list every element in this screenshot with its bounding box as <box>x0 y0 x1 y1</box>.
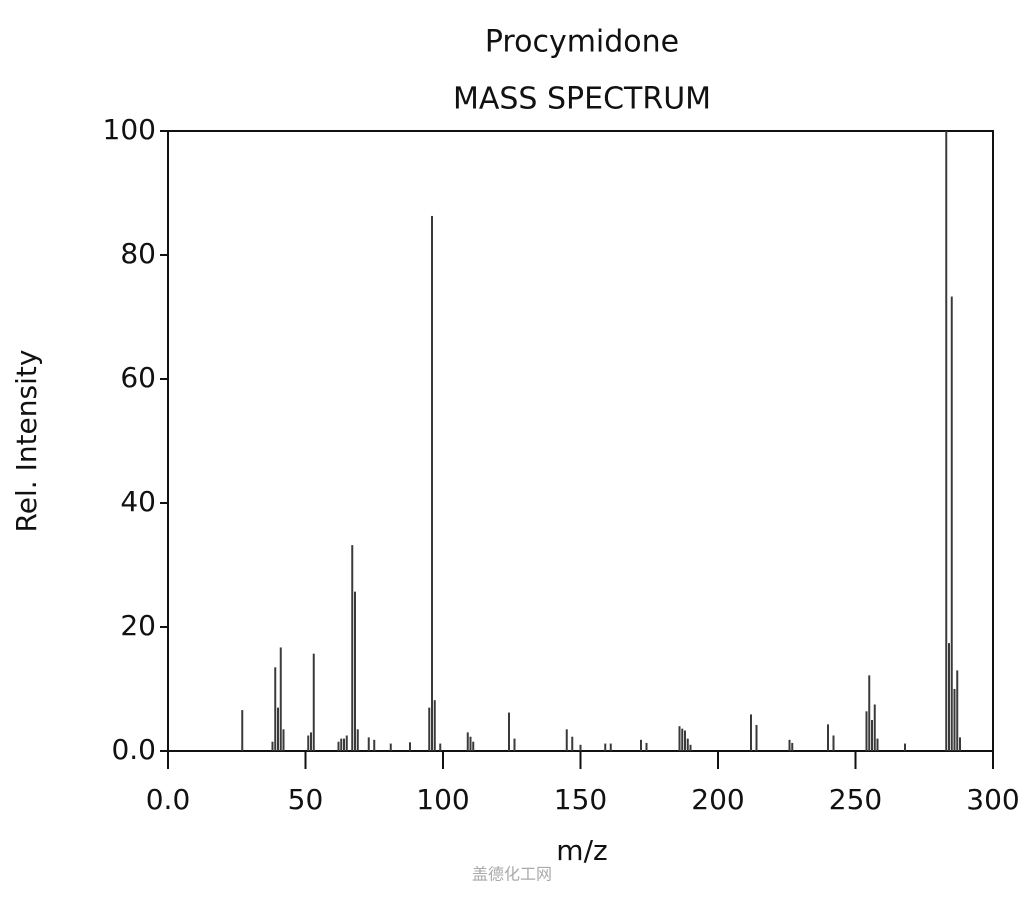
x-tick-label: 0.0 <box>146 783 191 816</box>
y-axis-label: Rel. Intensity <box>10 350 43 533</box>
peak <box>827 724 829 751</box>
peak <box>640 739 642 751</box>
peak <box>953 689 956 751</box>
peak <box>472 741 475 751</box>
peak <box>678 726 681 751</box>
peak <box>868 675 871 751</box>
peak <box>865 711 868 751</box>
x-tick-label: 200 <box>691 783 744 816</box>
peak <box>367 737 370 751</box>
watermark: 盖德化工网 <box>472 865 552 884</box>
peak <box>904 743 906 751</box>
peak <box>439 743 442 751</box>
peak <box>788 739 791 751</box>
peak <box>609 743 612 751</box>
y-tick-label: 40 <box>120 485 156 518</box>
peak <box>431 215 433 751</box>
peak <box>750 714 752 751</box>
chart-subtitle: MASS SPECTRUM <box>453 82 711 117</box>
peak <box>832 735 835 751</box>
peak <box>513 738 516 751</box>
peak <box>279 647 282 751</box>
y-tick-label: 80 <box>120 237 156 270</box>
y-tick-label: 100 <box>103 113 156 146</box>
peak <box>466 732 469 751</box>
peak <box>337 741 340 751</box>
peak <box>282 729 285 751</box>
y-tick-label: 0.0 <box>111 733 156 766</box>
peak <box>755 724 758 751</box>
x-tick-label: 100 <box>416 783 469 816</box>
peak <box>343 738 345 751</box>
peak <box>345 735 348 751</box>
peak <box>340 738 343 751</box>
peak <box>373 739 376 751</box>
peak <box>508 712 510 751</box>
peak <box>681 728 684 751</box>
x-tick-label: 150 <box>554 783 607 816</box>
peak <box>310 732 312 751</box>
peak <box>645 742 648 751</box>
peak <box>351 545 354 751</box>
peak <box>873 704 876 751</box>
peak <box>565 729 568 751</box>
peak <box>307 735 310 751</box>
x-tick-label: 250 <box>829 783 882 816</box>
peak <box>354 591 356 751</box>
peak <box>571 736 574 751</box>
peak <box>433 700 436 751</box>
plot-frame <box>167 130 994 752</box>
peak <box>274 667 277 751</box>
peak <box>428 707 431 751</box>
peak <box>950 296 953 751</box>
peak <box>604 743 607 751</box>
peak <box>241 710 244 751</box>
x-tick-label: 300 <box>966 783 1019 816</box>
peak <box>876 738 879 751</box>
y-tick-label: 20 <box>120 609 156 642</box>
x-axis-label: m/z <box>556 834 607 867</box>
peak <box>271 741 274 751</box>
peak <box>389 743 392 751</box>
x-tick-label: 50 <box>288 783 324 816</box>
peak <box>959 737 961 751</box>
peak <box>277 707 279 751</box>
peak <box>469 736 472 751</box>
y-tick-label: 60 <box>120 361 156 394</box>
peak <box>356 729 359 751</box>
peak <box>686 738 689 751</box>
peak <box>945 131 948 751</box>
peak <box>579 744 582 751</box>
peak <box>689 744 692 751</box>
peak <box>684 730 686 751</box>
peak <box>791 742 794 751</box>
peak <box>948 643 950 751</box>
peak <box>409 742 411 751</box>
chart-title: Procymidone <box>485 25 679 60</box>
peak <box>956 670 959 751</box>
peak <box>871 720 873 751</box>
peak <box>312 653 315 751</box>
